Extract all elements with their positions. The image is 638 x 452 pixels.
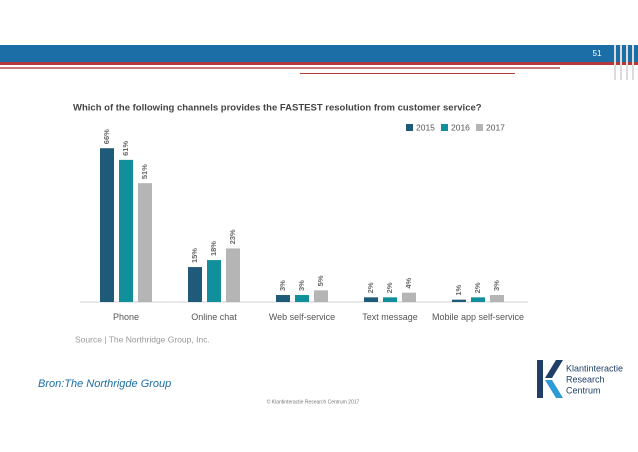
bar (471, 297, 485, 302)
x-tick-label: Phone (112, 312, 140, 322)
bar (207, 260, 221, 302)
bar (383, 297, 397, 302)
value-label: 4% (404, 278, 413, 289)
chart-title: Which of the following channels provides… (73, 103, 482, 114)
bar (490, 295, 504, 302)
caption: Bron:The Northrigde Group (38, 378, 171, 390)
bar (314, 290, 328, 302)
value-label: 15% (190, 248, 199, 263)
value-label: 2% (473, 282, 482, 293)
x-tick-label: Online chat (191, 312, 237, 322)
value-label: 51% (140, 164, 149, 179)
bar (364, 297, 378, 302)
x-tick-label: Web self-service (268, 312, 336, 322)
value-label: 61% (121, 141, 130, 156)
legend-label: 2015 (416, 122, 435, 132)
header-line (0, 67, 560, 69)
legend-swatch (476, 124, 483, 131)
slide-number: 51 (593, 49, 602, 58)
bar (138, 183, 152, 302)
logo-text: Klantinteractie (566, 363, 623, 373)
bar (119, 159, 133, 302)
bar (452, 299, 466, 302)
logo-text: Centrum (566, 385, 601, 395)
stripes (614, 45, 634, 80)
x-tick-label: Mobile app self-service (431, 312, 525, 322)
legend-swatch (441, 124, 448, 131)
header-band (0, 45, 638, 62)
bar (295, 295, 309, 302)
value-label: 23% (228, 229, 237, 244)
value-label: 3% (297, 280, 306, 291)
value-label: 2% (366, 282, 375, 293)
legend-label: 2016 (451, 122, 470, 132)
value-label: 66% (102, 129, 111, 144)
header-line (300, 73, 515, 74)
bar (276, 295, 290, 302)
value-label: 1% (454, 284, 463, 295)
value-label: 3% (492, 280, 501, 291)
x-tick-label: Text message (362, 312, 418, 322)
value-label: 5% (316, 275, 325, 286)
logo-text: Research (566, 374, 605, 384)
bar (226, 248, 240, 302)
footer: © Klantinteractie Research Centrum 2017 (267, 398, 360, 405)
header-line (0, 62, 638, 65)
bar (402, 292, 416, 302)
value-label: 3% (278, 280, 287, 291)
legend-swatch (406, 124, 413, 131)
bar (188, 267, 202, 302)
value-label: 2% (385, 282, 394, 293)
legend-label: 2017 (486, 122, 505, 132)
value-label: 18% (209, 241, 218, 256)
logo-icon (537, 360, 563, 398)
bar (100, 148, 114, 302)
source: Source | The Northridge Group, Inc. (75, 334, 210, 344)
